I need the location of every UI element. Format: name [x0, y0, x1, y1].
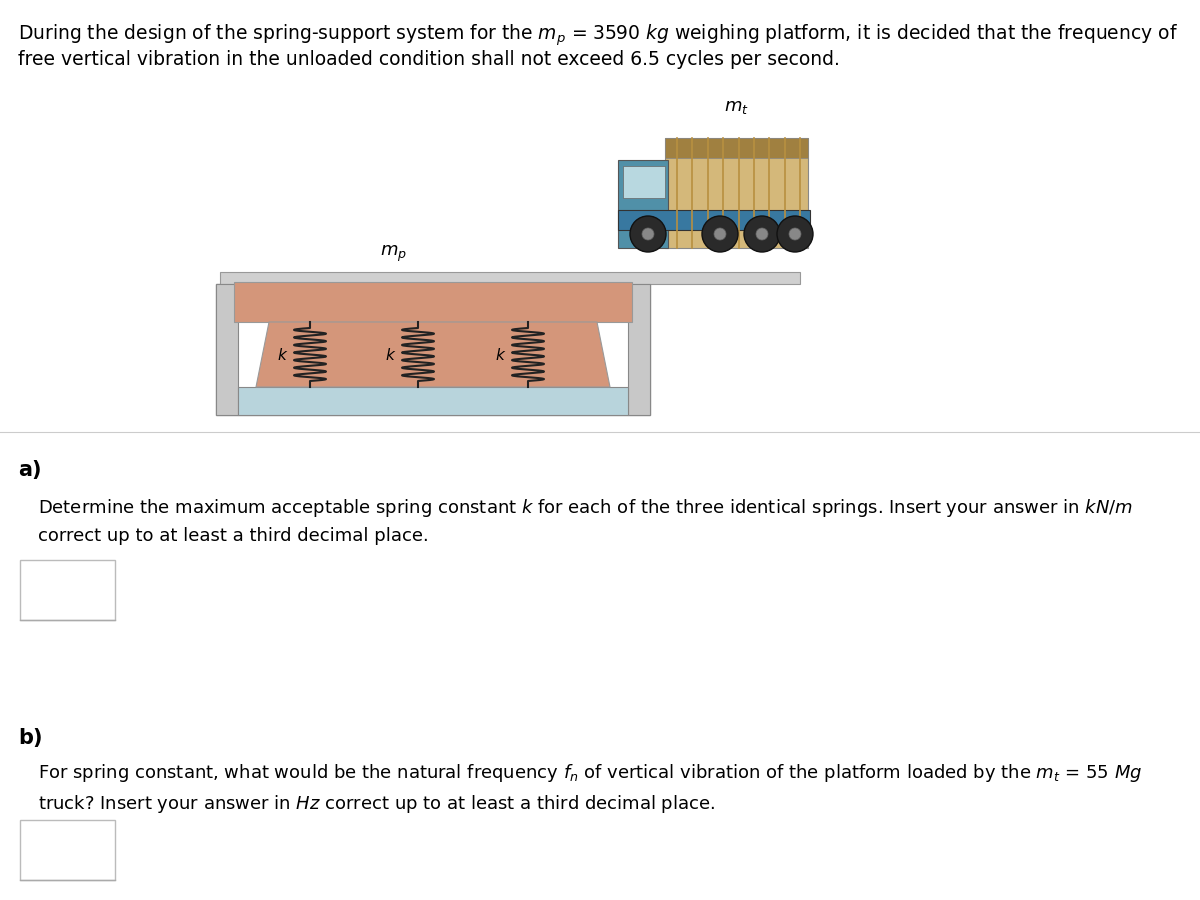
Bar: [220, 272, 800, 284]
Text: $m_p$: $m_p$: [379, 244, 407, 264]
Circle shape: [744, 216, 780, 252]
Bar: [665, 138, 808, 158]
Bar: [623, 166, 665, 198]
Circle shape: [778, 216, 814, 252]
Bar: [618, 160, 668, 248]
Bar: [628, 284, 650, 415]
Bar: [216, 284, 650, 415]
Text: a): a): [18, 460, 42, 480]
Circle shape: [642, 228, 654, 240]
Circle shape: [790, 228, 802, 240]
Bar: [665, 138, 808, 248]
Bar: [20, 820, 115, 880]
Text: free vertical vibration in the unloaded condition shall not exceed 6.5 cycles pe: free vertical vibration in the unloaded …: [18, 50, 840, 69]
Text: $k$: $k$: [385, 346, 396, 363]
Text: $k$: $k$: [277, 346, 288, 363]
Text: During the design of the spring-support system for the $m_p$ = 3590 $kg$ weighin: During the design of the spring-support …: [18, 22, 1178, 48]
Bar: [20, 560, 115, 620]
Polygon shape: [256, 322, 610, 387]
Circle shape: [630, 216, 666, 252]
Bar: [238, 387, 628, 415]
Circle shape: [714, 228, 726, 240]
Text: correct up to at least a third decimal place.: correct up to at least a third decimal p…: [38, 527, 428, 545]
Circle shape: [702, 216, 738, 252]
Circle shape: [756, 228, 768, 240]
Bar: [216, 284, 238, 415]
Text: truck? Insert your answer in $Hz$ correct up to at least a third decimal place.: truck? Insert your answer in $Hz$ correc…: [38, 793, 715, 815]
Bar: [618, 210, 810, 230]
Text: Determine the maximum acceptable spring constant $k$ for each of the three ident: Determine the maximum acceptable spring …: [38, 497, 1133, 519]
Text: b): b): [18, 728, 42, 748]
Text: $m_t$: $m_t$: [724, 98, 749, 116]
Bar: [234, 282, 632, 322]
Text: For spring constant, what would be the natural frequency $f_n$ of vertical vibra: For spring constant, what would be the n…: [38, 762, 1142, 784]
Text: $k$: $k$: [494, 346, 506, 363]
